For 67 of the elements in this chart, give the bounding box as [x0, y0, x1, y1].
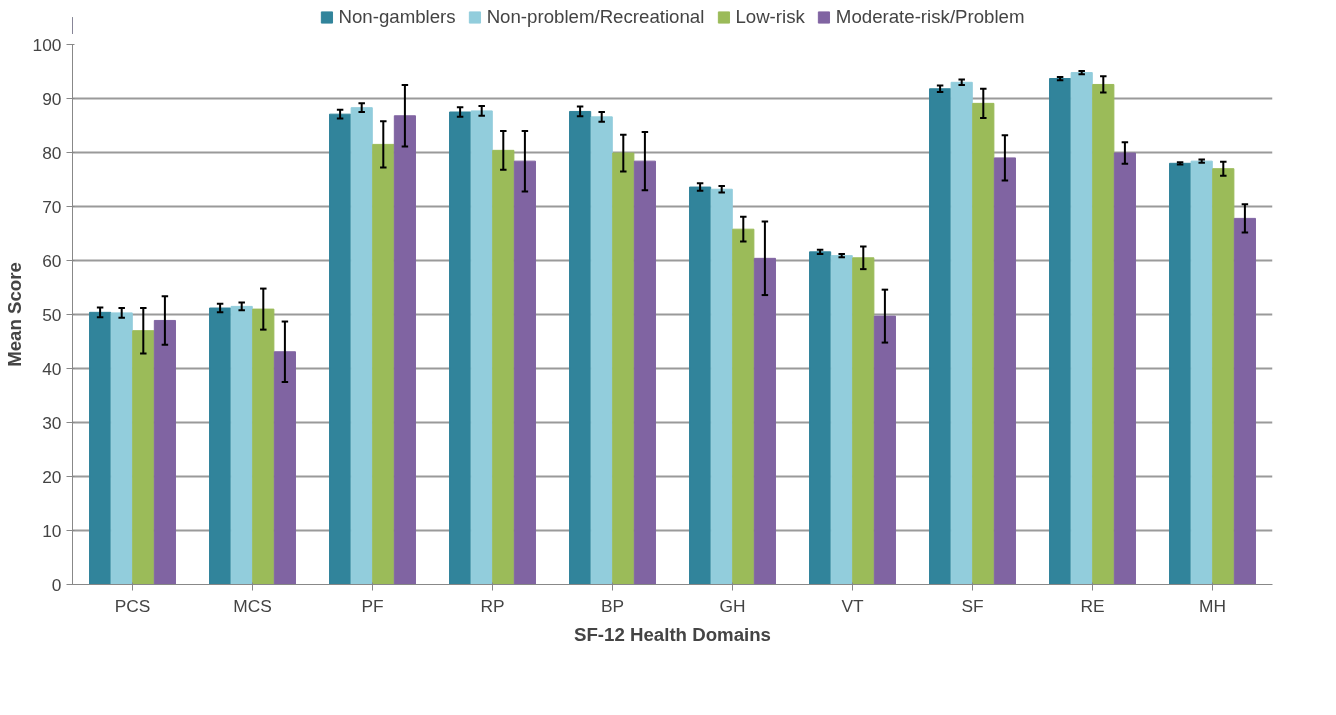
y-tick-label: 50 — [42, 304, 62, 325]
bar — [230, 305, 253, 585]
bar — [1212, 168, 1235, 585]
bar — [852, 257, 875, 585]
y-tick-label: 100 — [32, 34, 62, 55]
x-tick-label: SF — [961, 595, 984, 616]
x-tick-label: MCS — [233, 595, 272, 616]
bar — [633, 160, 656, 585]
x-tick-label: RP — [480, 595, 505, 616]
legend-label: Low-risk — [735, 6, 805, 28]
bar — [470, 110, 493, 585]
bar — [209, 307, 232, 585]
bar — [273, 351, 296, 585]
bar — [153, 319, 176, 585]
bar — [110, 312, 133, 585]
bar — [972, 102, 995, 585]
bar — [809, 251, 832, 585]
y-tick-label: 70 — [42, 196, 62, 217]
bar — [449, 111, 472, 585]
bar — [1070, 72, 1093, 585]
y-tick-label: 10 — [42, 520, 62, 541]
bar — [732, 228, 755, 585]
bar — [590, 116, 613, 585]
bar — [1233, 217, 1256, 585]
bar — [393, 115, 416, 585]
bar — [710, 188, 733, 585]
x-axis-title: SF-12 Health Domains — [574, 623, 771, 645]
bar — [569, 110, 592, 585]
bar — [1190, 160, 1213, 585]
y-tick-label: 30 — [42, 412, 62, 433]
bar — [929, 88, 952, 585]
bar — [1049, 78, 1072, 585]
bar — [950, 81, 973, 585]
legend-label: Non-problem/Recreational — [486, 6, 705, 28]
bar — [1169, 162, 1192, 585]
x-tick-label: VT — [841, 595, 864, 616]
bar — [753, 257, 776, 585]
x-tick-label: PCS — [114, 595, 151, 616]
bar — [1092, 83, 1115, 585]
x-tick-label: MH — [1199, 595, 1226, 616]
bar — [132, 330, 155, 585]
legend-label: Moderate-risk/Problem — [835, 6, 1025, 28]
bar — [350, 107, 373, 585]
bar — [1113, 152, 1136, 585]
bar — [689, 186, 712, 585]
x-tick-label: BP — [600, 595, 625, 616]
bar — [873, 315, 896, 585]
legend-label: Non-gamblers — [338, 6, 456, 28]
bar — [329, 113, 352, 585]
y-tick-label: 90 — [42, 88, 62, 109]
bar — [492, 149, 515, 585]
bar — [89, 311, 112, 585]
bar — [252, 308, 275, 585]
bar — [513, 160, 536, 585]
x-tick-label: RE — [1080, 595, 1105, 616]
y-tick-label: 0 — [51, 574, 62, 595]
bar — [830, 255, 853, 585]
y-tick-label: 20 — [42, 466, 62, 487]
x-tick-label: PF — [361, 595, 384, 616]
y-axis-title: Mean Score — [3, 262, 25, 367]
bar — [993, 157, 1016, 585]
bar — [372, 143, 395, 585]
x-tick-label: GH — [719, 595, 746, 616]
y-tick-label: 80 — [42, 142, 62, 163]
y-tick-label: 40 — [42, 358, 62, 379]
y-tick-label: 60 — [42, 250, 62, 271]
bar — [612, 152, 635, 585]
